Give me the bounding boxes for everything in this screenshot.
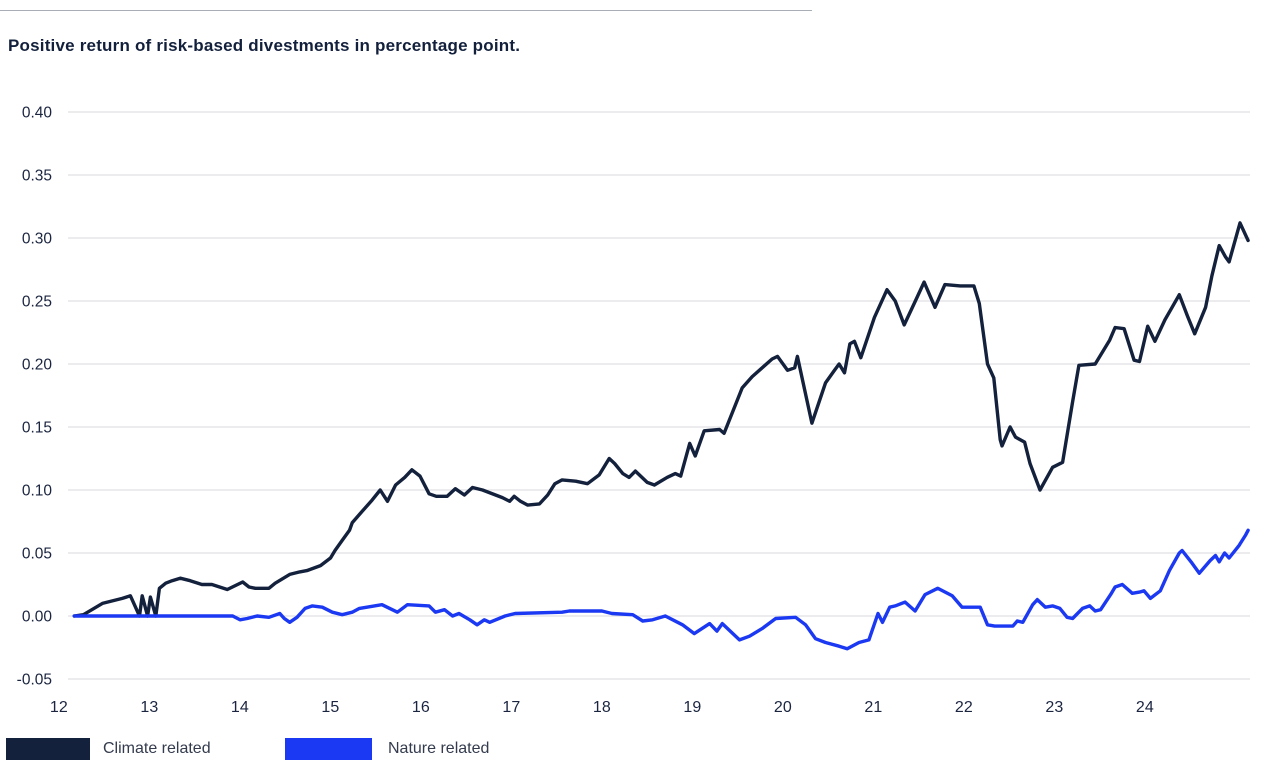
y-axis-tick-label: 0.05: [22, 546, 52, 563]
y-axis-tick-label: -0.05: [17, 672, 52, 689]
y-axis-tick-label: 0.00: [22, 609, 53, 626]
x-axis-tick-label: 21: [864, 699, 882, 716]
x-axis-tick-label: 13: [140, 699, 158, 716]
x-axis-tick-label: 24: [1136, 699, 1154, 716]
chart-title: Positive return of risk-based divestment…: [8, 36, 521, 55]
y-axis-tick-label: 0.20: [22, 357, 53, 374]
x-axis-tick-label: 19: [683, 699, 701, 716]
line-chart-plot: 0.40 0.35 0.30 0.25 0.20 0.15 0.10 0.05 0.00 -0.0…: [17, 105, 1250, 716]
x-axis-tick-label: 18: [593, 699, 611, 716]
legend-swatch-nature: [285, 738, 372, 760]
y-axis-tick-label: 0.35: [22, 168, 52, 185]
y-axis-tick-label: 0.15: [22, 420, 52, 437]
x-axis-tick-label: 22: [955, 699, 973, 716]
y-axis-tick-label: 0.30: [22, 231, 53, 248]
legend-swatch-climate: [6, 738, 90, 760]
x-axis-tick-label: 12: [50, 699, 68, 716]
legend-label-nature: Nature related: [388, 740, 490, 757]
nature-related-line: [72, 528, 1250, 651]
top-rule-divider: [0, 10, 812, 11]
climate-related-line: [72, 221, 1250, 618]
x-axis-tick-label: 16: [412, 699, 430, 716]
x-axis-tick-label: 17: [502, 699, 520, 716]
x-axis-tick-label: 14: [231, 699, 249, 716]
y-axis-tick-label: 0.40: [22, 105, 53, 122]
y-axis-tick-label: 0.10: [22, 483, 53, 500]
y-axis-tick-label: 0.25: [22, 294, 52, 311]
x-axis-tick-label: 20: [774, 699, 792, 716]
x-axis-tick-label: 15: [321, 699, 339, 716]
legend-label-climate: Climate related: [103, 740, 211, 757]
x-axis-tick-label: 23: [1045, 699, 1063, 716]
